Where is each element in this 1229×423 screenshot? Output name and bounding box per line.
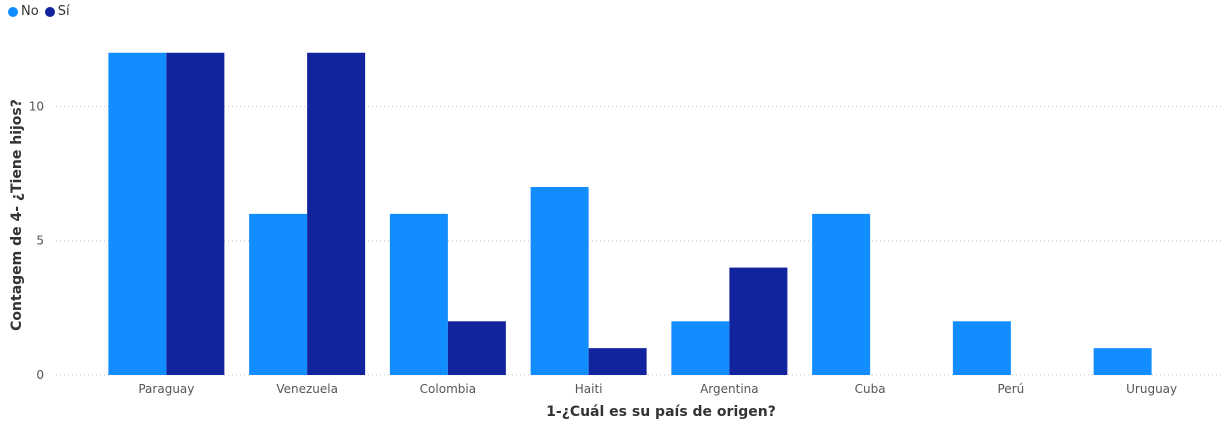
y-tick-label: 10 xyxy=(29,99,44,113)
legend-dot-si xyxy=(44,6,55,17)
y-tick-label: 5 xyxy=(36,234,44,248)
bar-si-paraguay[interactable] xyxy=(166,52,225,375)
x-axis-ticks: Paraguay Venezuela Colombia Haiti Argentina C… xyxy=(138,382,1177,396)
legend-label-no: No xyxy=(21,4,39,19)
bar-si-venezuela[interactable] xyxy=(307,52,366,375)
x-tick-label: Haiti xyxy=(575,382,603,396)
bar-no-uruguay[interactable] xyxy=(1093,348,1152,375)
legend-dot-no xyxy=(8,6,18,17)
bar-si-colombia[interactable] xyxy=(447,321,506,375)
y-tick-label: 0 xyxy=(36,368,44,382)
gridlines xyxy=(56,105,1222,376)
x-tick-label: Colombia xyxy=(420,382,476,396)
bar-si-argentina[interactable] xyxy=(729,267,788,375)
bar-no-venezuela[interactable] xyxy=(249,213,308,375)
bar-no-colombia[interactable] xyxy=(389,213,448,375)
bar-no-peru[interactable] xyxy=(952,321,1011,375)
x-tick-label: Venezuela xyxy=(276,382,338,396)
x-tick-label: Perú xyxy=(998,382,1025,396)
x-tick-label: Cuba xyxy=(855,382,886,396)
bar-no-cuba[interactable] xyxy=(812,213,871,375)
legend-item-no[interactable]: No xyxy=(8,4,39,19)
x-tick-label: Argentina xyxy=(700,382,759,396)
bar-si-haiti[interactable] xyxy=(588,348,647,375)
bar-no-paraguay[interactable] xyxy=(108,52,167,375)
x-tick-label: Paraguay xyxy=(138,382,194,396)
x-tick-label: Uruguay xyxy=(1126,382,1177,396)
y-axis-title: Contagem de 4- ¿Tiene hijos? xyxy=(9,99,25,331)
x-axis-title: 1-¿Cuál es su país de origen? xyxy=(546,404,776,420)
bars xyxy=(108,52,1152,375)
legend: No Sí xyxy=(8,4,76,19)
legend-label-si: Sí xyxy=(57,4,70,19)
y-axis-ticks: 0 5 10 xyxy=(29,99,44,382)
bar-no-haiti[interactable] xyxy=(530,187,589,375)
bar-no-argentina[interactable] xyxy=(671,321,730,375)
legend-item-si[interactable]: Sí xyxy=(44,4,70,19)
